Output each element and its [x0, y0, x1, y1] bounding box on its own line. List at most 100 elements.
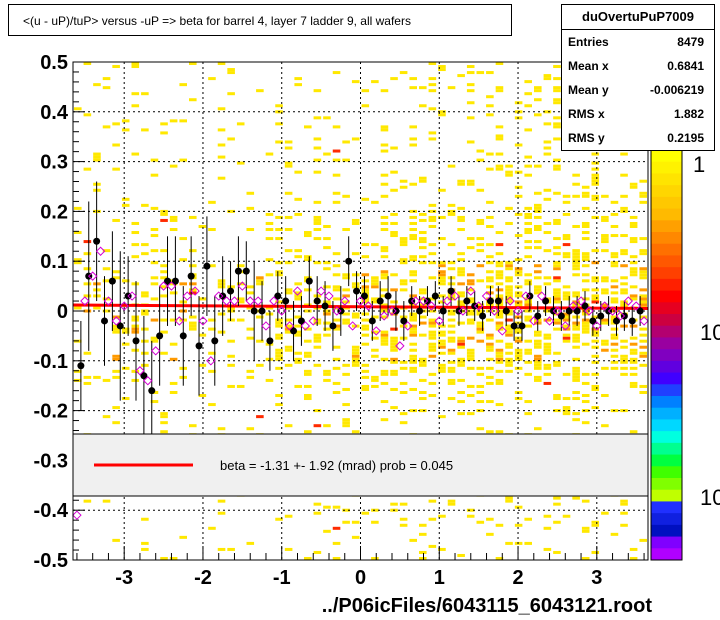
density-cell [514, 523, 523, 527]
density-cell [409, 348, 417, 352]
color-scale-step [651, 325, 682, 338]
density-cell [380, 143, 389, 147]
density-cell [332, 318, 341, 322]
density-cell [121, 279, 130, 283]
density-cell [304, 372, 312, 376]
profile-point-open [466, 286, 476, 296]
density-cell [466, 297, 475, 301]
density-cell [457, 390, 465, 394]
density-cell [390, 212, 398, 216]
density-cell [639, 270, 647, 274]
density-cell [294, 315, 302, 319]
density-cell [294, 212, 302, 216]
density-cell [227, 318, 235, 322]
density-cell [351, 360, 360, 364]
density-cell [332, 357, 341, 361]
density-cell [486, 276, 494, 280]
density-cell [534, 360, 542, 364]
profile-point-open [261, 321, 271, 331]
density-cell [466, 354, 475, 358]
density-cell [275, 300, 283, 304]
density-cell [227, 306, 235, 310]
density-cell [428, 252, 437, 256]
x-tick-label: -1 [273, 567, 291, 589]
density-cell [534, 285, 542, 289]
plot-title: <(u - uP)/tuP> versus -uP => beta for ba… [23, 14, 411, 28]
density-cell [189, 215, 197, 219]
density-cell [534, 378, 542, 382]
density-cell [351, 80, 360, 84]
density-cell [562, 200, 571, 204]
density-cell [342, 387, 350, 391]
density-cell [409, 294, 417, 298]
density-cell [553, 246, 561, 250]
density-cell [562, 194, 571, 198]
density-cell [409, 255, 417, 259]
density-cell [476, 390, 485, 394]
density-cell [265, 273, 274, 277]
density-cell [399, 258, 408, 262]
density-cell [390, 387, 398, 391]
density-cell [313, 215, 322, 219]
density-cell [572, 336, 580, 340]
density-cell [514, 291, 523, 295]
density-cell [514, 390, 523, 394]
density-cell [610, 279, 619, 283]
density-cell [428, 499, 437, 503]
density-cell [83, 252, 92, 256]
density-cell [620, 234, 628, 238]
profile-point-filled [305, 277, 313, 285]
density-cell [428, 394, 437, 398]
density-cell [227, 209, 235, 213]
density-cell [534, 288, 542, 292]
density-cell [581, 273, 590, 277]
density-cell [131, 378, 140, 382]
density-cell [629, 267, 638, 271]
density-cell [572, 321, 580, 325]
density-cell [284, 291, 293, 295]
density-cell [486, 71, 494, 75]
density-cell [351, 285, 360, 289]
density-cell [236, 318, 245, 322]
density-cell [620, 291, 628, 295]
density-cell [447, 318, 456, 322]
density-cell [409, 258, 417, 262]
density-cell [313, 550, 322, 554]
profile-point-open [442, 296, 452, 306]
density-cell [562, 336, 571, 340]
density-cell [543, 381, 552, 385]
density-cell [361, 375, 370, 379]
density-cell [160, 294, 168, 298]
density-cell [371, 556, 379, 560]
density-cell [620, 372, 628, 376]
density-cell [409, 357, 417, 361]
stats-row-rms-y: RMS y 0.2195 [568, 131, 704, 145]
density-cell [313, 116, 322, 120]
density-cell [495, 252, 504, 256]
density-cell [380, 330, 389, 334]
profile-point-filled [518, 322, 526, 330]
density-cell [553, 164, 561, 168]
density-cell [447, 366, 456, 370]
density-cell [438, 330, 446, 334]
density-cell [294, 297, 302, 301]
density-cell [562, 318, 571, 322]
density-cell [620, 511, 628, 515]
density-cell [304, 231, 312, 235]
density-cell [275, 357, 283, 361]
density-cell [629, 285, 638, 289]
density-cell [466, 140, 475, 144]
density-cell [572, 300, 580, 304]
density-cell [553, 89, 561, 93]
density-cell [486, 224, 494, 228]
density-cell [610, 532, 619, 536]
density-cell [629, 182, 638, 186]
density-cell [486, 104, 494, 108]
density-cell [428, 342, 437, 346]
density-cell [543, 152, 552, 156]
profile-point-open [135, 366, 145, 376]
density-cell [380, 228, 389, 232]
color-scale-step [651, 384, 682, 397]
density-cell [428, 77, 437, 81]
